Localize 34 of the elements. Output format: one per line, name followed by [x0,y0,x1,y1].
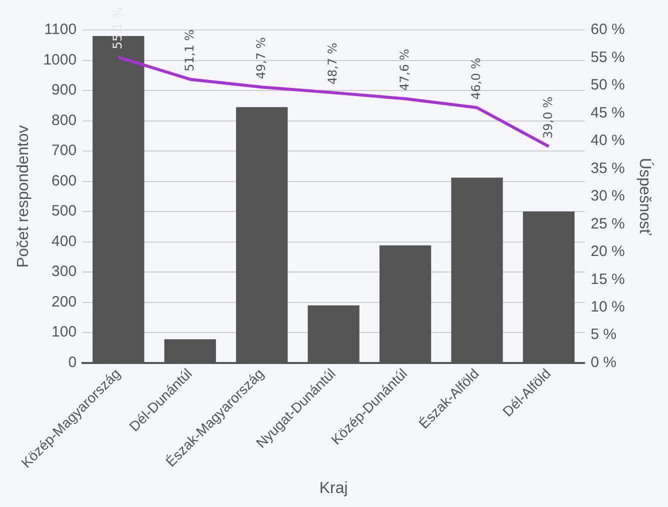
y2-tick-label: 55 % [590,48,625,66]
y-tick-label: 800 [52,112,77,129]
y2-tick-label: 45 % [590,104,625,122]
x-axis-title: Kraj [319,480,348,497]
y-axis-title: Počet respondentov [15,125,32,268]
y2-tick-label: 40 % [590,132,625,150]
data-label: 49,7 % [254,37,268,80]
y2-tick-label: 25 % [590,215,625,232]
y-tick-label: 200 [52,293,77,310]
y2-tick-label: 5 % [590,326,616,344]
data-label: 48,7 % [326,42,340,85]
data-label: 46,0 % [469,58,484,100]
y-tick-label: 1000 [43,51,77,68]
y-tick-label: 500 [52,202,77,220]
y2-tick-label: 60 % [590,21,625,38]
y2-tick-label: 35 % [590,160,625,177]
y-tick-label: 300 [52,263,77,280]
y-tick-label: 600 [52,172,77,190]
y-tick-label: 100 [52,324,77,341]
data-label: 51,1 % [182,29,196,72]
y2-tick-label: 20 % [590,243,625,260]
data-label: 39,0 % [540,96,555,138]
data-label: 47,6 % [397,48,412,91]
y-tick-label: 1100 [44,21,77,38]
y-tick-label: 900 [52,82,77,99]
y2-tick-label: 30 % [590,188,625,205]
y2-tick-label: 15 % [590,270,625,288]
y-tick-label: 0 [68,354,77,371]
y2-tick-label: 0 % [590,354,616,371]
y2-axis-title: Úspešnosť [636,158,654,236]
y2-tick-label: 50 % [590,76,625,94]
y2-tick-label: 10 % [590,298,625,316]
y-tick-label: 400 [52,232,77,250]
y-tick-label: 700 [52,142,77,160]
